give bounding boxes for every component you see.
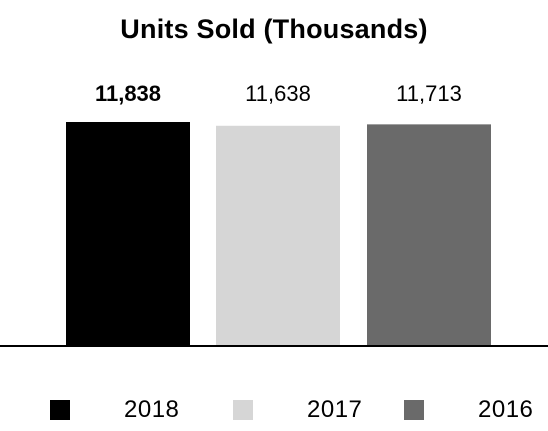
value-label-2018: 11,838	[95, 81, 161, 106]
bars-layer	[66, 122, 491, 346]
bar-2016	[367, 124, 491, 346]
chart-title: Units Sold (Thousands)	[120, 14, 428, 44]
value-labels-layer: 11,838 11,638 11,713	[95, 81, 462, 106]
legend-swatch-2017	[233, 400, 253, 420]
legend-item-2018: 2018	[50, 396, 179, 424]
legend-label-2016: 2016	[478, 396, 534, 423]
legend-item-2017: 2017	[233, 396, 362, 424]
legend-swatch-2018	[50, 400, 70, 420]
legend-item-2016: 2016	[404, 396, 533, 424]
bar-2017	[216, 125, 340, 346]
legend-label-2018: 2018	[124, 396, 180, 423]
legend: 2018 2017 2016	[0, 396, 548, 426]
legend-label-2017: 2017	[307, 396, 363, 423]
value-label-2017: 11,638	[245, 81, 311, 106]
legend-swatch-2016	[404, 400, 424, 420]
value-label-2016: 11,713	[396, 81, 462, 106]
bar-2018	[66, 122, 190, 346]
